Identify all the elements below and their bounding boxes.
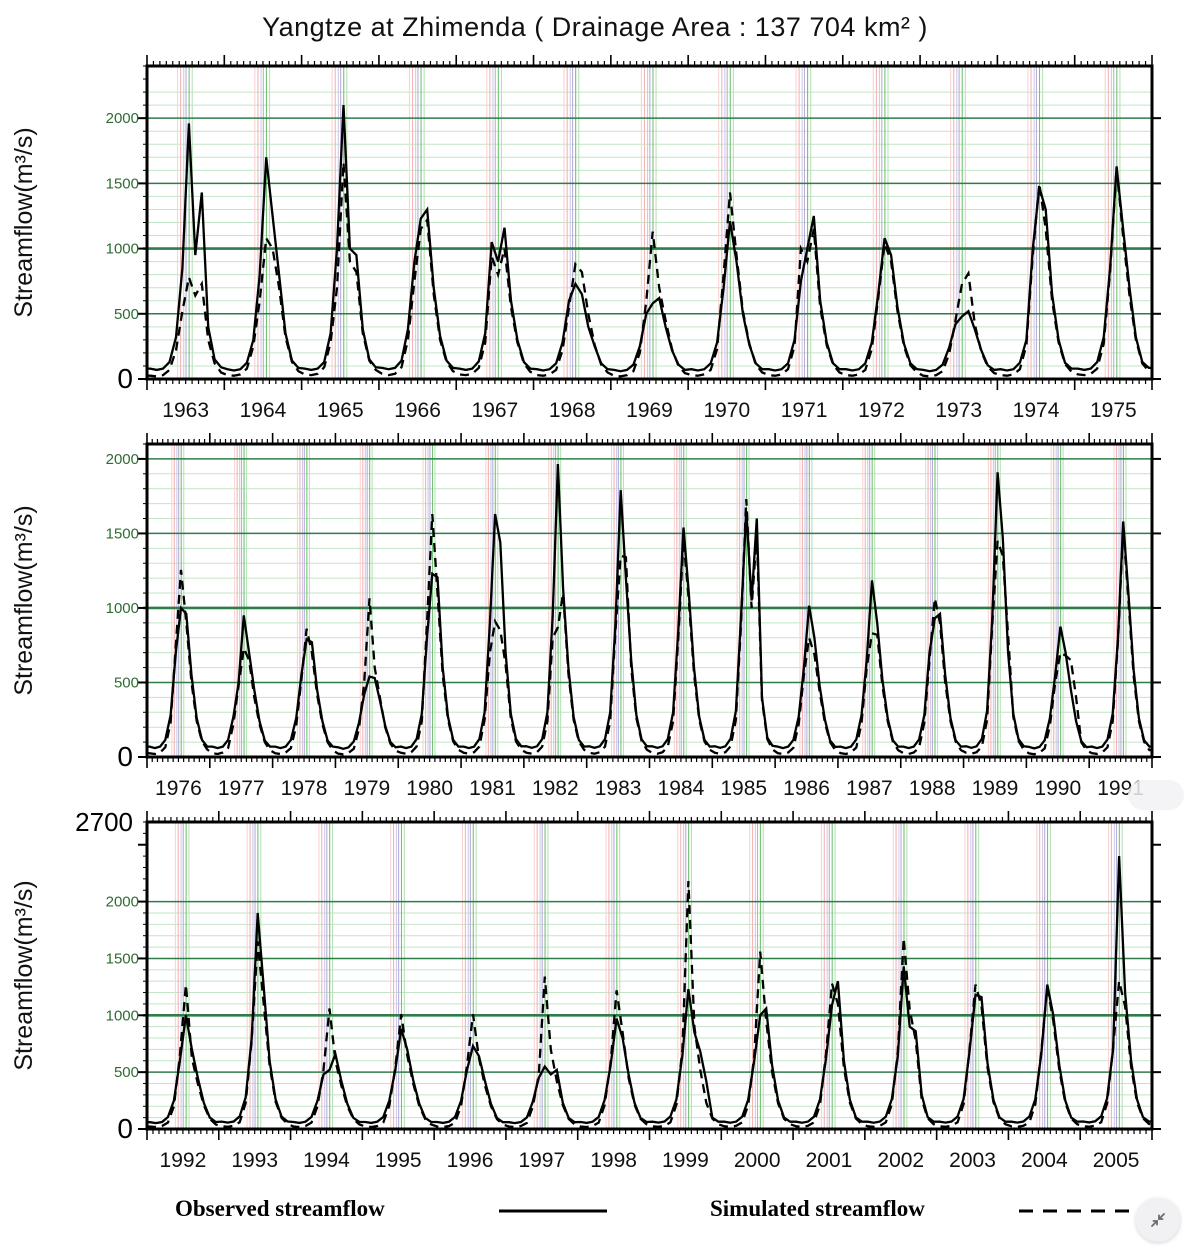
y-tick-label: 2000	[106, 451, 139, 468]
x-tick-label: 1974	[1013, 399, 1060, 422]
y-tick-label: 1000	[106, 241, 139, 258]
x-tick-label: 2001	[806, 1149, 853, 1172]
x-tick-label: 2000	[734, 1149, 781, 1172]
plot-frame	[145, 442, 1154, 759]
y-tick-labels: 0 500 1000 1500 2000	[106, 451, 139, 772]
x-tick-label: 1970	[703, 399, 750, 422]
plot-frame	[145, 820, 1154, 1131]
y-tick-label: 500	[114, 1064, 139, 1081]
simulated-line	[147, 881, 1152, 1129]
major-gridlines	[143, 458, 1152, 684]
observed-line	[147, 464, 1152, 750]
y-tick-label: 0	[117, 1113, 133, 1144]
x-tick-label: 1968	[549, 399, 596, 422]
x-tick-label: 1973	[935, 399, 982, 422]
legend: Observed streamflow Simulated streamflow	[0, 1182, 1190, 1242]
y-tick-label: 1000	[106, 1007, 139, 1024]
compress-view-button[interactable]	[1136, 1198, 1180, 1242]
simulated-line	[147, 499, 1152, 756]
minor-gridlines	[147, 912, 1152, 1119]
x-tick-label: 1999	[662, 1149, 709, 1172]
x-tick-label: 1995	[375, 1149, 422, 1172]
x-tick-label: 1988	[909, 777, 956, 800]
y-ticks	[138, 821, 1161, 1130]
x-tick-label: 1966	[394, 399, 441, 422]
x-tick-label: 1980	[406, 777, 453, 800]
x-tick-label: 1983	[595, 777, 642, 800]
legend-simulated-line-sample	[1019, 1209, 1141, 1213]
y-tick-label: 1500	[106, 950, 139, 967]
x-tick-label: 1992	[160, 1149, 207, 1172]
x-tick-label: 1965	[317, 399, 364, 422]
x-ticks	[146, 811, 1153, 1140]
chart-title: Yangtze at Zhimenda ( Drainage Area : 13…	[262, 12, 928, 42]
y-axis-title: Streamflow(m³/s)	[10, 505, 38, 695]
y-ticks	[138, 443, 1161, 758]
x-tick-label: 1976	[155, 777, 202, 800]
x-tick-label: 1971	[781, 399, 828, 422]
x-tick-label: 1972	[858, 399, 905, 422]
x-tick-label: 1981	[469, 777, 516, 800]
x-tick-label: 1982	[532, 777, 579, 800]
x-tick-label: 2003	[949, 1149, 996, 1172]
y-tick-label: 1000	[106, 600, 139, 617]
x-tick-label: 2002	[877, 1149, 924, 1172]
x-tick-label: 1969	[626, 399, 673, 422]
x-tick-label: 1985	[720, 777, 767, 800]
x-tick-label: 1994	[303, 1149, 350, 1172]
panel-3-chart: 1992 1993 1994 1995 1996 1997 1998 1999 2000 2001…	[10, 807, 1161, 1172]
panel-2: 1976 1977 1978 1979 1980 1981 1982 1983 1984 1985…	[0, 430, 1190, 808]
y-tick-label: 1500	[106, 525, 139, 542]
x-tick-label: 1986	[783, 777, 830, 800]
x-tick-label: 2004	[1021, 1149, 1068, 1172]
legend-observed-line-sample	[499, 1209, 607, 1213]
y-tick-label: 2000	[106, 894, 139, 911]
y-max-label: 2700	[75, 808, 133, 837]
panel-3: 1992 1993 1994 1995 1996 1997 1998 1999 2000 2001…	[0, 807, 1190, 1180]
x-tick-label: 2005	[1093, 1149, 1140, 1172]
y-tick-label: 500	[114, 306, 139, 323]
x-tick-label: 1990	[1034, 777, 1081, 800]
x-tick-label: 1998	[590, 1149, 637, 1172]
compress-icon	[1151, 1213, 1165, 1227]
y-tick-label: 1500	[106, 175, 139, 192]
y-axis-title: Streamflow(m³/s)	[10, 127, 38, 317]
y-tick-labels: 0 500 1000 1500 2000	[106, 110, 139, 394]
y-axis-title: Streamflow(m³/s)	[10, 880, 38, 1070]
x-tick-label: 1964	[240, 399, 287, 422]
x-tick-label: 1975	[1090, 399, 1137, 422]
x-tick-label: 1989	[972, 777, 1019, 800]
y-tick-label: 0	[117, 741, 133, 772]
major-gridlines	[143, 900, 1152, 1073]
simulated-line	[147, 162, 1152, 378]
x-tick-label: 1997	[518, 1149, 565, 1172]
x-tick-label: 1978	[281, 777, 328, 800]
y-tick-label: 500	[114, 674, 139, 691]
y-tick-labels: 0 500 1000 1500 2000 2700	[75, 807, 139, 1144]
x-tick-label: 1987	[846, 777, 893, 800]
minor-gridlines	[147, 473, 1152, 743]
x-tick-labels: 1976 1977 1978 1979 1980 1981 1982 1983 1984 1985…	[155, 777, 1144, 800]
x-tick-label: 1977	[218, 777, 265, 800]
panel-2-chart: 1976 1977 1978 1979 1980 1981 1982 1983 1984 1985…	[10, 433, 1161, 800]
x-tick-label: 1984	[658, 777, 705, 800]
seasonal-marker-lines	[174, 822, 1123, 1129]
y-tick-label: 0	[117, 363, 133, 394]
y-tick-label: 2000	[106, 110, 139, 127]
seasonal-marker-lines	[171, 444, 1127, 757]
x-tick-label: 1967	[472, 399, 519, 422]
x-tick-label: 1963	[162, 399, 209, 422]
legend-observed-label: Observed streamflow	[175, 1196, 385, 1221]
panel-1-chart: 1963 1964 1965 1966 1967 1968 1969 1970 1971 1972…	[10, 55, 1161, 422]
plot-frame	[145, 64, 1154, 381]
x-tick-label: 1993	[231, 1149, 278, 1172]
legend-simulated-label: Simulated streamflow	[710, 1196, 925, 1221]
ui-artifact-pill	[1128, 780, 1184, 810]
x-tick-labels: 1963 1964 1965 1966 1967 1968 1969 1970 1971 1972…	[162, 399, 1136, 422]
x-tick-label: 1996	[447, 1149, 494, 1172]
panel-1: 1963 1964 1965 1966 1967 1968 1969 1970 1971 1972…	[0, 52, 1190, 430]
x-tick-label: 1979	[343, 777, 390, 800]
x-tick-labels: 1992 1993 1994 1995 1996 1997 1998 1999 2000 2001…	[160, 1149, 1140, 1172]
